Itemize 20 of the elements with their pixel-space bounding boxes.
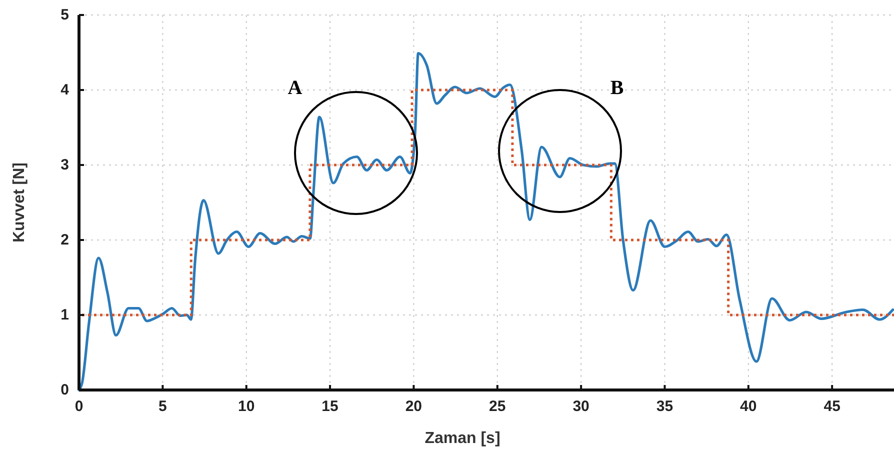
y-tick-label: 5 — [60, 6, 69, 24]
x-tick-label: 30 — [572, 398, 590, 415]
x-tick-label: 5 — [158, 398, 167, 415]
y-tick-label: 1 — [60, 306, 69, 324]
x-tick-label: 35 — [656, 398, 674, 415]
annotation: B — [610, 77, 624, 99]
x-tick-label: 40 — [740, 398, 757, 415]
x-tick-label: 20 — [405, 398, 422, 415]
x-tick-label: 15 — [322, 398, 338, 415]
annotation: A — [288, 77, 303, 99]
x-axis-title: Zaman [s] — [424, 430, 500, 447]
x-tick-label: 25 — [489, 398, 506, 415]
x-tick-label: 10 — [238, 398, 255, 415]
y-tick-label: 2 — [60, 232, 69, 248]
y-axis-title: Kuvvet [N] — [11, 162, 28, 243]
x-tick-label: 0 — [74, 398, 84, 415]
y-tick-label: 4 — [60, 82, 70, 98]
y-tick-label: 3 — [60, 156, 69, 174]
x-tick-label: 45 — [824, 398, 840, 415]
y-tick-label: 0 — [60, 382, 69, 398]
